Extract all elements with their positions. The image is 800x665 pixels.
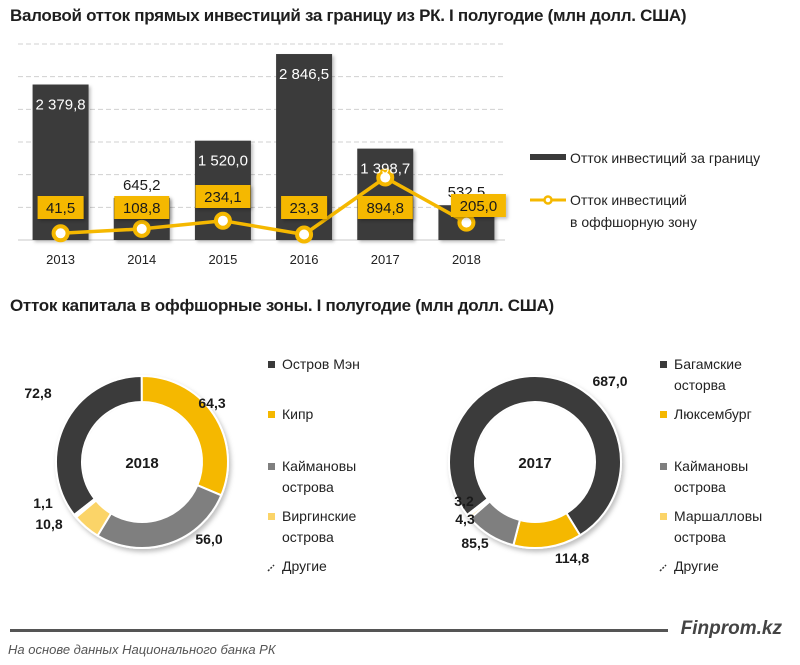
slice-value-label: 4,3: [455, 511, 475, 527]
legend-swatch-others-icon: [659, 564, 667, 572]
legend-swatch: [268, 361, 275, 368]
x-tick-label: 2015: [208, 252, 237, 267]
legend-label: Каймановы: [674, 458, 748, 474]
legend-label: Виргинские: [282, 508, 357, 524]
legend-line-marker: [543, 195, 553, 205]
x-tick-label: 2018: [452, 252, 481, 267]
donut-slice-0: [448, 375, 622, 537]
legend-label: острова: [674, 479, 726, 495]
legend-line-label: в оффшорную зону: [570, 214, 697, 230]
donut-charts-title: Отток капитала в оффшорные зоны. I полуг…: [10, 296, 554, 315]
offshore-point-2017: [376, 168, 395, 187]
bar-chart-title: Валовой отток прямых инвестиций за грани…: [10, 6, 687, 25]
legend-label: Кипр: [282, 406, 314, 422]
slice-value-label: 10,8: [35, 516, 62, 532]
legend-label: Маршалловы: [674, 508, 762, 524]
bar-value-label: 1 520,0: [198, 153, 248, 170]
donut-center-label: 2017: [518, 455, 551, 472]
offshore-label-box: [195, 185, 251, 208]
donut-slice-4: [465, 497, 490, 518]
legend-label: Багамские: [674, 356, 742, 372]
offshore-line: [60, 175, 468, 237]
legend-label: Другие: [282, 558, 327, 574]
offshore-point-2013: [51, 224, 70, 243]
legend-bar-label: Отток инвестиций за границу: [570, 150, 760, 166]
x-tick-label: 2014: [127, 252, 156, 267]
offshore-label-box: [357, 196, 413, 219]
offshore-label-box: [114, 196, 170, 219]
bar-value-label: 645,2: [123, 177, 161, 194]
offshore-label-box: [450, 194, 506, 217]
legend-bar-swatch: [530, 154, 566, 160]
legend-swatch: [268, 513, 275, 520]
offshore-point-2014: [132, 219, 151, 238]
offshore-point-2015: [213, 211, 232, 230]
donut-hole: [476, 403, 594, 521]
legend-label: Остров Мэн: [282, 356, 360, 372]
legend-swatch: [268, 463, 275, 470]
offshore-value-label: 41,5: [46, 200, 75, 217]
bar-2017: [357, 148, 414, 240]
donut-hole: [83, 403, 201, 521]
slice-value-label: 85,5: [461, 535, 488, 551]
legend-swatch-others-icon: [267, 564, 275, 572]
legend-swatch: [660, 411, 667, 418]
legend-label: острова: [282, 479, 334, 495]
offshore-value-label: 205,0: [460, 198, 498, 215]
legend-swatch: [660, 361, 667, 368]
legend-label: Каймановы: [282, 458, 356, 474]
slice-value-label: 72,8: [24, 385, 51, 401]
legend-label: острова: [282, 529, 334, 545]
offshore-label-box: [281, 196, 328, 219]
offshore-value-label: 234,1: [204, 189, 242, 206]
slice-value-label: 687,0: [592, 373, 627, 389]
legend-line-label: Отток инвестиций: [570, 192, 687, 208]
offshore-value-label: 23,3: [289, 200, 318, 217]
slice-value-label: 3,2: [454, 493, 474, 509]
donut-ring: [448, 375, 622, 549]
legend-swatch: [268, 411, 275, 418]
source-note: На основе данных Национального банка РК: [8, 642, 276, 657]
offshore-point-2016: [295, 225, 314, 244]
bar-value-label: 1 398,7: [360, 161, 410, 178]
legend-label: осторва: [674, 377, 726, 393]
slice-value-label: 1,1: [33, 495, 53, 511]
slice-value-label: 114,8: [555, 550, 589, 566]
slice-value-label: 56,0: [195, 531, 222, 547]
offshore-label-box: [37, 196, 84, 219]
bar-value-label: 2 846,5: [279, 66, 329, 83]
donut-charts: 2018 72,8 64,3 56,0 10,8 1,1 Остров Мэн Кипр Кай…: [24, 356, 762, 574]
brand-logo: Finprom.kz: [680, 618, 782, 639]
legend-swatch: [660, 513, 667, 520]
slice-value-label: 64,3: [198, 395, 225, 411]
footer-divider: [10, 629, 668, 632]
offshore-value-label: 108,8: [123, 200, 161, 217]
legend-label: Люксембург: [674, 406, 752, 422]
x-tick-label: 2016: [290, 252, 319, 267]
legend-label: Другие: [674, 558, 719, 574]
offshore-value-label: 894,8: [366, 200, 404, 217]
offshore-point-2018: [457, 213, 476, 232]
legend-swatch: [660, 463, 667, 470]
x-tick-label: 2013: [46, 252, 75, 267]
x-tick-label: 2017: [371, 252, 400, 267]
donut-slice-4: [72, 497, 98, 519]
donut-ring: [55, 374, 229, 549]
legend-label: острова: [674, 529, 726, 545]
bar-value-label: 2 379,8: [36, 97, 86, 114]
donut-center-label: 2018: [125, 455, 158, 472]
